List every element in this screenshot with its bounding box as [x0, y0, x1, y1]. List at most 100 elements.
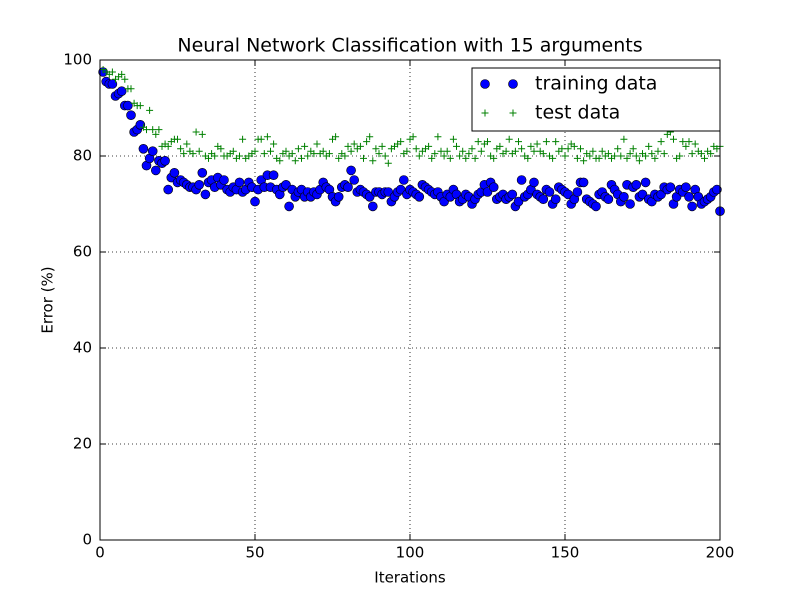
- data-point: [126, 110, 136, 120]
- data-point: [267, 147, 274, 155]
- legend-label: test data: [535, 102, 620, 124]
- data-point: [614, 145, 622, 153]
- data-point: [363, 138, 371, 146]
- data-point: [573, 154, 581, 162]
- data-point: [197, 168, 208, 178]
- data-point: [143, 126, 150, 134]
- data-point: [298, 154, 305, 162]
- data-point: [660, 150, 668, 158]
- data-point: [516, 175, 527, 185]
- data-point: [437, 147, 445, 155]
- data-point: [471, 154, 479, 162]
- data-point: [453, 142, 460, 150]
- data-point: [219, 175, 229, 185]
- data-point: [456, 152, 464, 160]
- data-point: [164, 142, 172, 150]
- data-point: [515, 138, 522, 146]
- data-point: [681, 182, 691, 192]
- data-point: [619, 192, 629, 202]
- x-tick-label: 150: [551, 544, 580, 562]
- data-point: [626, 150, 634, 158]
- data-point: [446, 154, 454, 162]
- data-point: [414, 192, 425, 202]
- data-point: [346, 165, 356, 176]
- data-point: [679, 138, 687, 146]
- data-point: [578, 177, 589, 188]
- data-point: [538, 194, 549, 204]
- data-point: [529, 177, 539, 188]
- data-point: [533, 140, 541, 148]
- data-point: [260, 150, 268, 158]
- data-point: [564, 145, 572, 153]
- data-point: [200, 189, 211, 200]
- data-point: [239, 135, 247, 143]
- data-point: [195, 147, 203, 155]
- data-point: [518, 145, 526, 153]
- data-point: [496, 142, 504, 150]
- data-point: [360, 154, 367, 162]
- data-point: [372, 145, 380, 153]
- data-point: [670, 135, 677, 143]
- data-point: [570, 142, 578, 150]
- data-point: [313, 140, 321, 148]
- data-point: [631, 180, 642, 190]
- data-point: [282, 147, 290, 155]
- data-point: [301, 142, 309, 150]
- data-point: [685, 138, 693, 146]
- data-point: [598, 147, 606, 155]
- data-point: [443, 147, 451, 155]
- data-point: [149, 126, 157, 134]
- legend-marker: [480, 79, 490, 89]
- data-point: [697, 150, 705, 158]
- data-point: [343, 182, 353, 192]
- data-point: [121, 75, 129, 83]
- data-point: [350, 140, 358, 148]
- data-point: [325, 150, 333, 158]
- data-point: [477, 147, 485, 155]
- data-point: [147, 146, 158, 156]
- data-point: [347, 147, 355, 155]
- data-point: [234, 177, 245, 188]
- data-point: [397, 138, 405, 146]
- data-point: [384, 159, 392, 167]
- data-point: [263, 133, 271, 141]
- data-point: [409, 133, 417, 141]
- data-point: [462, 154, 470, 162]
- data-point: [177, 145, 185, 153]
- data-point: [707, 150, 715, 158]
- y-tick-label: 60: [73, 243, 92, 261]
- data-point: [459, 147, 467, 155]
- data-point: [507, 189, 518, 200]
- data-point: [648, 150, 656, 158]
- data-point: [474, 138, 482, 146]
- data-point: [611, 152, 619, 160]
- data-point: [577, 145, 584, 153]
- legend-marker: [508, 79, 518, 89]
- x-axis-label: Iterations: [374, 569, 446, 587]
- data-point: [257, 135, 265, 143]
- data-point: [319, 147, 327, 155]
- data-point: [341, 152, 349, 160]
- y-tick-label: 100: [63, 51, 92, 69]
- data-point: [502, 147, 510, 155]
- data-point: [217, 145, 225, 153]
- legend-marker: [509, 109, 517, 117]
- y-tick-label: 20: [73, 435, 92, 453]
- data-point: [712, 184, 722, 195]
- legend-label: training data: [535, 73, 657, 95]
- data-point: [146, 106, 154, 114]
- data-point: [468, 145, 476, 153]
- y-axis-label: Error (%): [39, 266, 57, 333]
- data-point: [335, 154, 343, 162]
- data-point: [604, 150, 612, 158]
- data-point: [250, 196, 260, 207]
- data-point: [580, 157, 588, 165]
- data-point: [116, 86, 127, 96]
- data-point: [484, 138, 491, 146]
- data-point: [163, 184, 173, 195]
- data-point: [440, 152, 448, 160]
- data-point: [369, 157, 377, 165]
- data-point: [691, 140, 699, 148]
- data-point: [155, 126, 163, 134]
- data-point: [189, 150, 197, 158]
